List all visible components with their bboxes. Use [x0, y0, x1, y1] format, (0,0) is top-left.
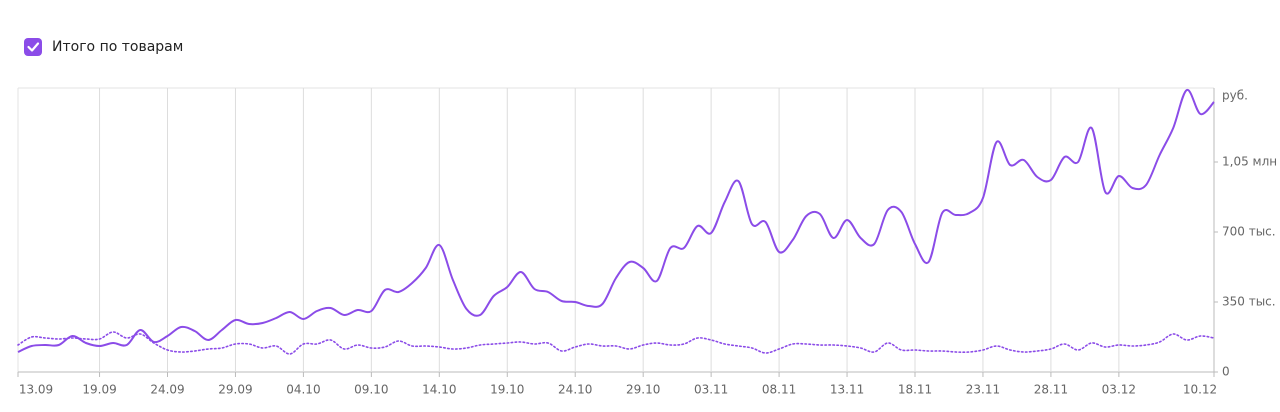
x-tick-label: 14.10	[422, 383, 456, 397]
x-tick-label: 04.10	[286, 383, 320, 397]
x-tick-label: 03.11	[694, 383, 728, 397]
x-tick-label: 29.10	[626, 383, 660, 397]
x-tick-label: 09.10	[354, 383, 388, 397]
x-tick-label: 24.10	[558, 383, 592, 397]
y-tick-label: 700 тыс.	[1222, 225, 1276, 239]
x-tick-label: 19.09	[82, 383, 116, 397]
checkmark	[27, 42, 40, 52]
x-tick-label: 28.11	[1034, 383, 1068, 397]
y-tick-label: 0	[1222, 365, 1230, 379]
x-tick-label: 23.11	[966, 383, 1000, 397]
x-tick-label: 13.09	[19, 383, 53, 397]
series-line	[17, 89, 1215, 353]
x-tick-label: 03.12	[1102, 383, 1136, 397]
x-tick-label: 10.12	[1183, 383, 1217, 397]
legend-label[interactable]: Итого по товарам	[52, 39, 183, 55]
y-tick-label: 1,05 млн	[1222, 155, 1277, 169]
x-tick-label: 29.09	[218, 383, 252, 397]
legend-checkbox[interactable]	[24, 38, 42, 56]
comparison-line	[17, 331, 1215, 355]
x-tick-label: 18.11	[898, 383, 932, 397]
x-tick-label: 08.11	[762, 383, 796, 397]
y-tick-label: 350 тыс.	[1222, 295, 1276, 309]
x-tick-label: 24.09	[150, 383, 184, 397]
x-tick-label: 19.10	[490, 383, 524, 397]
x-tick-label: 13.11	[830, 383, 864, 397]
y-axis-unit: руб.	[1222, 89, 1248, 103]
